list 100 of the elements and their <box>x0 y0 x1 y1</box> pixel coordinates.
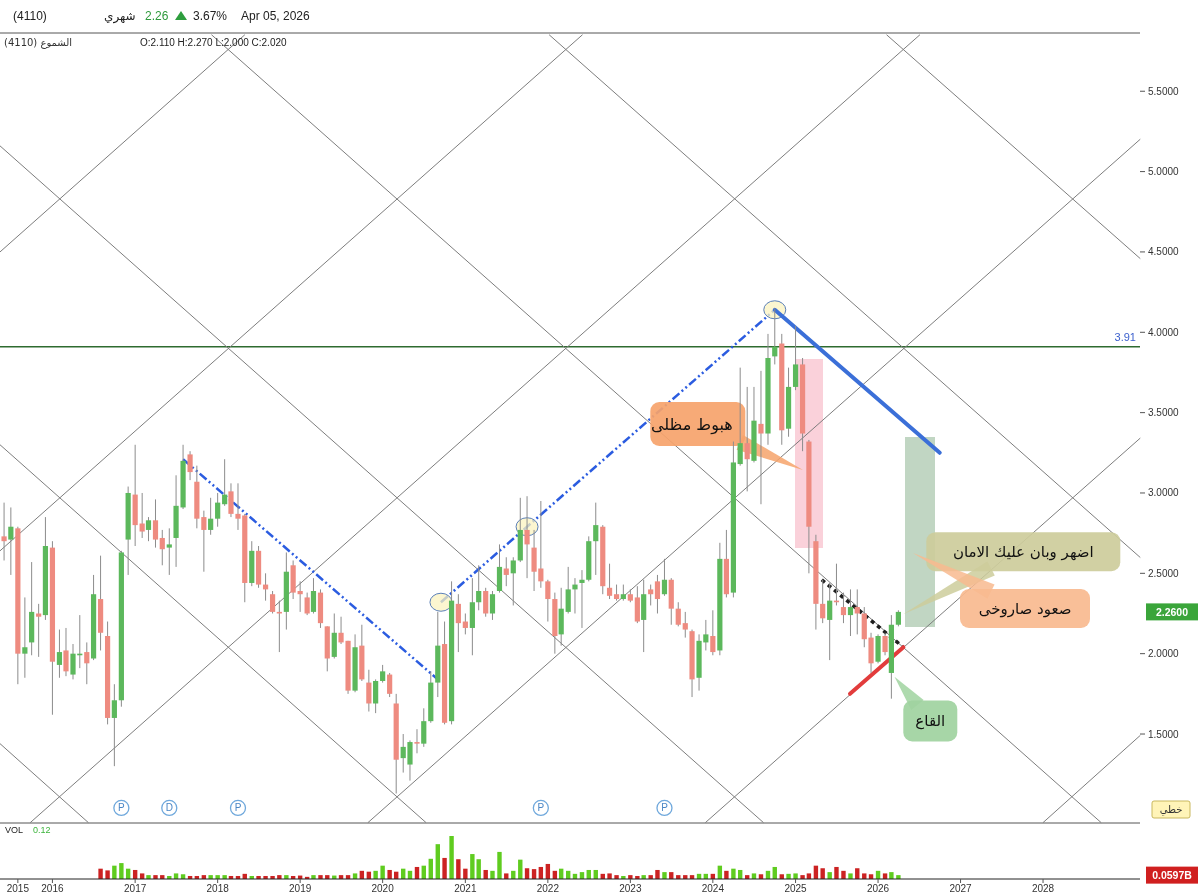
chart-title: VOL <box>5 825 24 835</box>
bar <box>497 851 502 879</box>
bar <box>112 865 117 879</box>
text: شهري <box>104 9 136 24</box>
x-tick-label: 2017 <box>124 883 147 893</box>
candlestick <box>675 601 681 627</box>
candlestick <box>462 613 468 635</box>
candlestick <box>772 307 778 365</box>
x-tick-label: 2028 <box>1031 883 1055 893</box>
candlestick <box>222 458 228 507</box>
y-tick-label: 3.0000 <box>1148 487 1180 499</box>
candlestick <box>654 574 661 614</box>
y-tick-label: 1.5000 <box>1148 728 1180 740</box>
x-tick-label: 2015 <box>6 883 30 893</box>
bar <box>841 870 846 879</box>
x-tick-label: 2019 <box>289 883 312 893</box>
text: 3.67% <box>193 9 228 23</box>
x-tick-label: 2018 <box>206 883 230 893</box>
y-tick-label: 2.5000 <box>1148 567 1180 579</box>
bar <box>607 873 612 879</box>
x-tick-label: 2022 <box>536 883 560 893</box>
annotation: القاع <box>915 711 946 730</box>
bar <box>373 870 378 879</box>
annotation: P <box>661 802 669 814</box>
bar <box>490 870 495 879</box>
bar <box>456 859 461 879</box>
candlestick <box>152 498 159 549</box>
candlestick <box>744 386 750 492</box>
candlestick <box>606 563 613 600</box>
candlestick <box>476 564 482 611</box>
annotation: صعود صاروخى <box>978 599 1072 618</box>
bar <box>442 857 447 879</box>
text: 2.2600 <box>1155 605 1189 618</box>
candlestick <box>111 683 117 767</box>
candlestick <box>710 609 716 656</box>
candlestick <box>63 627 69 677</box>
x-tick-label: 2025 <box>784 883 808 893</box>
candlestick <box>455 593 461 653</box>
y-tick-label: 5.5000 <box>1148 85 1180 97</box>
bar <box>98 868 103 879</box>
candlestick <box>572 577 578 614</box>
candlestick <box>208 497 214 536</box>
text: Apr 05, 2026 <box>241 9 311 23</box>
candlestick <box>373 678 379 714</box>
chart-title: (4110) <box>13 9 47 23</box>
candlestick <box>565 566 571 614</box>
candlestick <box>648 584 654 606</box>
text: 0.12 <box>33 825 51 835</box>
bar <box>380 865 385 879</box>
candlestick <box>593 502 599 576</box>
candlestick <box>56 629 63 679</box>
bar <box>662 872 667 879</box>
annotation: اضهر وبان عليك الامان <box>952 542 1094 561</box>
bar <box>655 869 660 879</box>
x-tick-label: 2016 <box>41 883 64 893</box>
x-tick-label: 2023 <box>619 883 642 893</box>
bar <box>731 868 736 879</box>
annotation: P <box>537 802 545 814</box>
candlestick <box>510 556 516 606</box>
candlestick <box>840 592 847 624</box>
candlestick <box>820 579 826 624</box>
candlestick <box>503 556 509 587</box>
candlestick <box>827 582 833 661</box>
ref-line-label: 3.91 <box>1114 330 1136 343</box>
bar <box>483 869 488 879</box>
candlestick <box>489 590 496 621</box>
bar <box>889 872 894 879</box>
candlestick <box>310 577 317 614</box>
annotation: P <box>234 802 242 814</box>
candlestick <box>758 370 764 505</box>
x-tick-label: 2021 <box>454 883 477 893</box>
candlestick <box>304 592 310 616</box>
text: 0.0597B <box>1152 869 1193 882</box>
y-tick-label: 2.0000 <box>1148 648 1180 660</box>
candlestick <box>201 510 207 573</box>
text: خطي <box>1159 804 1183 816</box>
candlestick <box>579 569 585 629</box>
candlestick <box>187 450 193 481</box>
candlestick <box>847 588 854 637</box>
point <box>429 592 453 612</box>
candlestick <box>882 632 888 656</box>
bar <box>724 870 729 879</box>
y-tick-label: 3.5000 <box>1148 407 1180 419</box>
candlestick <box>414 728 420 754</box>
candlestick <box>84 641 90 685</box>
candlestick <box>1 502 7 561</box>
x-tick-label: 2026 <box>866 883 890 893</box>
bar <box>387 869 392 879</box>
candlestick <box>483 587 489 618</box>
candlestick <box>792 325 799 391</box>
bar <box>119 863 124 879</box>
candlestick <box>421 707 427 748</box>
bar <box>463 868 468 879</box>
annotation: الشموع (4110) <box>4 37 73 49</box>
bar <box>827 872 832 879</box>
annotation: P <box>118 802 126 814</box>
y-tick-label: 5.0000 <box>1148 166 1180 178</box>
candlestick <box>366 669 372 713</box>
candlestick <box>166 527 172 576</box>
candlestick <box>737 367 743 467</box>
